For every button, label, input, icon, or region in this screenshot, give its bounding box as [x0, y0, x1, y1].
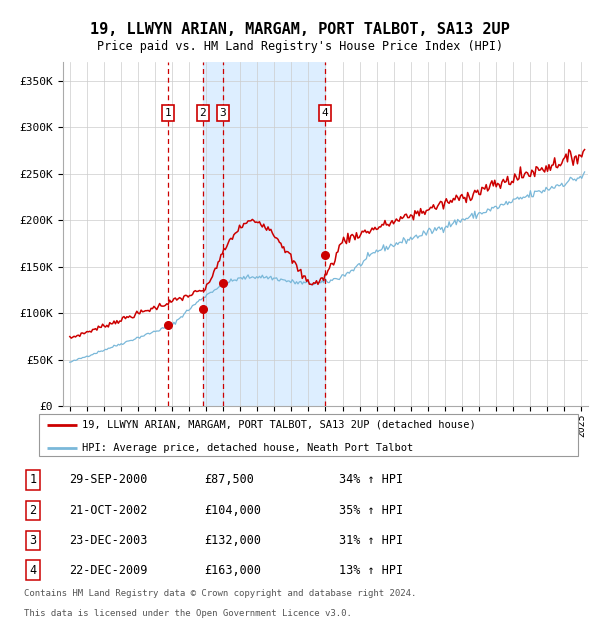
Text: 3: 3 — [29, 534, 37, 547]
Text: 4: 4 — [322, 108, 328, 118]
Text: Price paid vs. HM Land Registry's House Price Index (HPI): Price paid vs. HM Land Registry's House … — [97, 40, 503, 53]
Text: 2: 2 — [199, 108, 206, 118]
Text: 2: 2 — [29, 504, 37, 517]
Text: 35% ↑ HPI: 35% ↑ HPI — [339, 504, 403, 517]
Text: 34% ↑ HPI: 34% ↑ HPI — [339, 473, 403, 486]
Text: Contains HM Land Registry data © Crown copyright and database right 2024.: Contains HM Land Registry data © Crown c… — [24, 588, 416, 598]
Text: 23-DEC-2003: 23-DEC-2003 — [69, 534, 148, 547]
Text: 22-DEC-2009: 22-DEC-2009 — [69, 564, 148, 577]
Text: 21-OCT-2002: 21-OCT-2002 — [69, 504, 148, 517]
Text: £104,000: £104,000 — [204, 504, 261, 517]
FancyBboxPatch shape — [39, 414, 578, 456]
Text: 13% ↑ HPI: 13% ↑ HPI — [339, 564, 403, 577]
Text: 19, LLWYN ARIAN, MARGAM, PORT TALBOT, SA13 2UP (detached house): 19, LLWYN ARIAN, MARGAM, PORT TALBOT, SA… — [82, 420, 476, 430]
Text: £87,500: £87,500 — [204, 473, 254, 486]
Text: 4: 4 — [29, 564, 37, 577]
Text: 29-SEP-2000: 29-SEP-2000 — [69, 473, 148, 486]
Text: £132,000: £132,000 — [204, 534, 261, 547]
Text: 1: 1 — [29, 473, 37, 486]
Text: 19, LLWYN ARIAN, MARGAM, PORT TALBOT, SA13 2UP: 19, LLWYN ARIAN, MARGAM, PORT TALBOT, SA… — [90, 22, 510, 37]
Text: HPI: Average price, detached house, Neath Port Talbot: HPI: Average price, detached house, Neat… — [82, 443, 413, 453]
Text: 3: 3 — [220, 108, 226, 118]
Text: 31% ↑ HPI: 31% ↑ HPI — [339, 534, 403, 547]
Bar — [203, 62, 325, 406]
Text: 1: 1 — [164, 108, 171, 118]
Text: This data is licensed under the Open Government Licence v3.0.: This data is licensed under the Open Gov… — [24, 609, 352, 618]
Text: £163,000: £163,000 — [204, 564, 261, 577]
